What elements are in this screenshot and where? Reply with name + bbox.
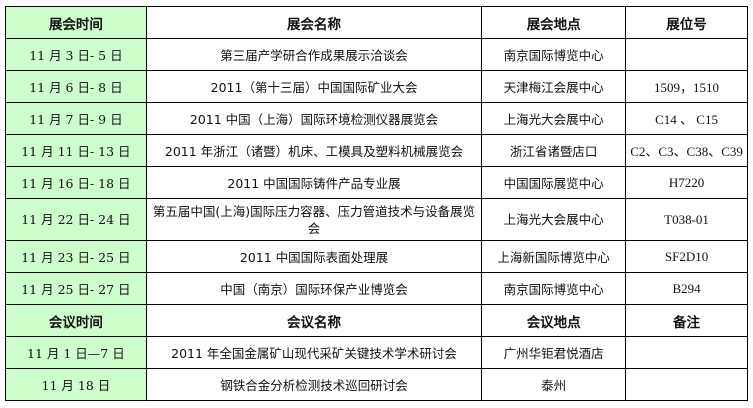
date-cell: 11 月 22 日- 24 日	[5, 198, 147, 241]
name-cell: 2011（第十三届）中国国际矿业大会	[145, 70, 483, 103]
table-row: 11 月 3 日- 5 日第三届产学研合作成果展示洽谈会 南京国际博览中心	[5, 38, 748, 71]
booth-cell: C14 、 C15	[625, 102, 748, 135]
column-header: 会议地点	[481, 304, 627, 337]
date-cell: 11 月 25 日- 27 日	[5, 272, 147, 305]
column-header: 展会名称	[145, 6, 483, 39]
booth-cell: B294	[625, 272, 748, 305]
table-row: 11 月 11 日- 13 日 2011 年浙江（诸暨）机床、工模具及塑料机械展览…	[5, 134, 748, 167]
schedule-table: 展会时间 展会名称 展会地点 展位号 11 月 3 日- 5 日第三届产学研合作成果展示…	[5, 6, 748, 401]
date-cell: 11 月 6 日- 8 日	[5, 70, 147, 103]
booth-cell: 1509，1510	[625, 70, 748, 103]
date-cell: 11 月 7 日- 9 日	[5, 102, 147, 135]
name-cell: 2011 中国国际表面处理展	[145, 240, 483, 273]
table-row: 11 月 25 日- 27 日中国（南京）国际环保产业博览会 南京国际博览中心 B2…	[5, 272, 748, 305]
table-row: 11 月 6 日- 8 日 2011（第十三届）中国国际矿业大会 天津梅江会展中心 1…	[5, 70, 748, 103]
venue-cell: 广州华钜君悦酒店	[481, 336, 627, 369]
venue-cell: 上海光大会展中心	[481, 102, 627, 135]
venue-cell: 南京国际博览中心	[481, 38, 627, 71]
venue-cell: 上海光大会展中心	[481, 198, 627, 241]
table-row: 11 月 22 日- 24 日第五届中国(上海)国际压力容器、压力管道技术与设备…	[5, 198, 748, 241]
column-header: 会议名称	[145, 304, 483, 337]
table-row: 11 月 23 日- 25 日 2011 中国国际表面处理展 上海新国际博览中心 SF…	[5, 240, 748, 273]
booth-cell: C2、C3、C38、C39	[625, 134, 748, 167]
venue-cell: 南京国际博览中心	[481, 272, 627, 305]
venue-cell: 上海新国际博览中心	[481, 240, 627, 273]
booth-cell: H7220	[625, 166, 748, 199]
table-row: 11 月 7 日- 9 日 2011 中国（上海）国际环境检测仪器展览会 上海光大会…	[5, 102, 748, 135]
date-cell: 11 月 3 日- 5 日	[5, 38, 147, 71]
column-header: 备注	[625, 304, 748, 337]
date-cell: 11 月 1 日—7 日	[5, 336, 147, 369]
name-cell: 2011 年全国金属矿山现代采矿关键技术学术研讨会	[145, 336, 483, 369]
name-cell: 第五届中国(上海)国际压力容器、压力管道技术与设备展览会	[145, 198, 483, 241]
venue-cell: 浙江省诸暨店口	[481, 134, 627, 167]
table-row: 11 月 18 日钢铁合金分析检测技术巡回研讨会 泰州	[5, 368, 748, 401]
date-cell: 11 月 11 日- 13 日	[5, 134, 147, 167]
table-row: 11 月 16 日- 18 日 2011 中国国际铸件产品专业展 中国国际展览中心 H…	[5, 166, 748, 199]
venue-cell: 天津梅江会展中心	[481, 70, 627, 103]
venue-cell: 中国国际展览中心	[481, 166, 627, 199]
name-cell: 第三届产学研合作成果展示洽谈会	[145, 38, 483, 71]
date-cell: 11 月 23 日- 25 日	[5, 240, 147, 273]
name-cell: 2011 年浙江（诸暨）机床、工模具及塑料机械展览会	[145, 134, 483, 167]
date-cell: 11 月 16 日- 18 日	[5, 166, 147, 199]
column-header: 展会时间	[5, 6, 147, 39]
column-header: 会议时间	[5, 304, 147, 337]
exhibitions-header-row: 展会时间 展会名称 展会地点 展位号	[5, 6, 748, 39]
column-header: 展位号	[625, 6, 748, 39]
name-cell: 2011 中国（上海）国际环境检测仪器展览会	[145, 102, 483, 135]
venue-cell: 泰州	[481, 368, 627, 401]
name-cell: 2011 中国国际铸件产品专业展	[145, 166, 483, 199]
name-cell: 中国（南京）国际环保产业博览会	[145, 272, 483, 305]
note-cell	[625, 368, 748, 401]
booth-cell: SF2D10	[625, 240, 748, 273]
column-header: 展会地点	[481, 6, 627, 39]
date-cell: 11 月 18 日	[5, 368, 147, 401]
booth-cell	[625, 38, 748, 71]
name-cell: 钢铁合金分析检测技术巡回研讨会	[145, 368, 483, 401]
note-cell	[625, 336, 748, 369]
meetings-header-row: 会议时间 会议名称 会议地点 备注	[5, 304, 748, 337]
booth-cell: T038-01	[625, 198, 748, 241]
table-row: 11 月 1 日—7 日 2011 年全国金属矿山现代采矿关键技术学术研讨会 广州华…	[5, 336, 748, 369]
